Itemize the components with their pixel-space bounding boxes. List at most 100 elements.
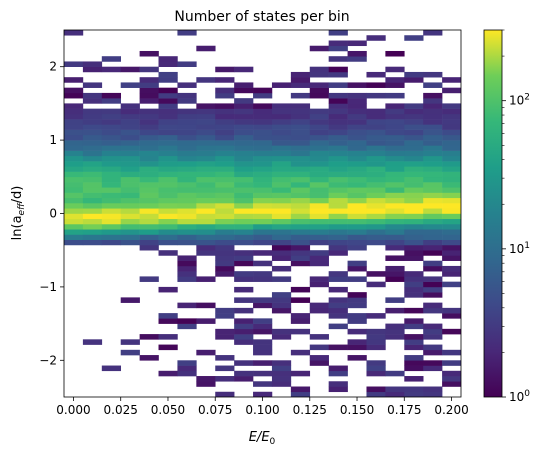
heatmap-cell bbox=[101, 192, 122, 199]
heatmap-cell bbox=[366, 339, 386, 345]
heatmap-cell bbox=[253, 150, 273, 157]
heatmap-cell bbox=[423, 276, 443, 282]
heatmap-cell bbox=[253, 113, 273, 120]
x-tick-label: 0.000 bbox=[56, 403, 90, 417]
heatmap-cell bbox=[366, 360, 386, 366]
heatmap-cell bbox=[404, 292, 424, 298]
y-axis-label-suffix: /d) bbox=[10, 186, 25, 204]
heatmap-cell bbox=[215, 187, 235, 193]
heatmap-cell bbox=[234, 307, 254, 314]
heatmap-cell bbox=[101, 176, 122, 183]
heatmap-cell bbox=[347, 129, 367, 136]
heatmap-cell bbox=[328, 129, 348, 136]
heatmap-cell bbox=[423, 208, 443, 214]
heatmap-cell bbox=[196, 182, 216, 188]
heatmap-cell bbox=[101, 218, 122, 225]
heatmap-cell bbox=[82, 150, 103, 157]
heatmap-cell bbox=[253, 203, 273, 209]
heatmap-cell bbox=[290, 171, 311, 178]
heatmap-cell bbox=[404, 71, 424, 78]
heatmap-cell bbox=[215, 140, 235, 146]
heatmap-cell bbox=[423, 239, 443, 246]
heatmap-cell bbox=[158, 370, 178, 377]
y-tick-label: 1 bbox=[49, 133, 57, 147]
heatmap-cell bbox=[234, 182, 254, 188]
heatmap-cell bbox=[101, 140, 122, 146]
heatmap-cell bbox=[328, 176, 348, 183]
heatmap-cell bbox=[215, 150, 235, 157]
heatmap-cell bbox=[442, 213, 461, 220]
heatmap-cell bbox=[196, 161, 216, 167]
heatmap-cell bbox=[385, 307, 405, 314]
heatmap-cell bbox=[328, 313, 348, 319]
heatmap-cell bbox=[423, 323, 443, 330]
heatmap-cell bbox=[366, 187, 386, 193]
heatmap-cell bbox=[215, 176, 235, 183]
heatmap-cell bbox=[253, 92, 273, 99]
heatmap-cell bbox=[309, 229, 329, 235]
heatmap-cell bbox=[309, 223, 329, 230]
heatmap-cell bbox=[139, 119, 159, 125]
heatmap-cell bbox=[253, 134, 273, 141]
heatmap-cell bbox=[423, 171, 443, 178]
heatmap-cell bbox=[253, 176, 273, 183]
heatmap-cell bbox=[271, 244, 292, 251]
heatmap-cell bbox=[290, 166, 311, 172]
heatmap-cell bbox=[309, 307, 329, 314]
heatmap-cell bbox=[234, 271, 254, 277]
heatmap-cell bbox=[177, 108, 197, 115]
heatmap-cell bbox=[328, 155, 348, 162]
y-tick-label: −1 bbox=[39, 280, 57, 294]
heatmap-cell bbox=[347, 119, 367, 125]
heatmap-cell bbox=[64, 234, 84, 241]
heatmap-cell bbox=[101, 229, 122, 235]
heatmap-cell bbox=[423, 182, 443, 188]
heatmap-cell bbox=[158, 124, 178, 130]
heatmap-cell bbox=[82, 218, 103, 225]
heatmap-cell bbox=[215, 223, 235, 230]
heatmap-cell bbox=[423, 134, 443, 141]
heatmap-cell bbox=[215, 161, 235, 167]
heatmap-cell bbox=[196, 244, 216, 251]
heatmap-cell bbox=[177, 260, 197, 267]
heatmap-cell bbox=[404, 307, 424, 314]
heatmap-cell bbox=[82, 113, 103, 120]
heatmap-cell bbox=[196, 124, 216, 130]
heatmap-cell bbox=[196, 166, 216, 172]
heatmap-cell bbox=[196, 187, 216, 193]
heatmap-cell bbox=[271, 140, 292, 146]
heatmap-cell bbox=[82, 119, 103, 125]
heatmap-cell bbox=[404, 339, 424, 345]
heatmap-cell bbox=[120, 187, 140, 193]
heatmap-cell bbox=[347, 98, 367, 104]
heatmap-cell bbox=[423, 349, 443, 356]
heatmap-cell bbox=[309, 197, 329, 204]
heatmap-cell bbox=[309, 255, 329, 261]
heatmap-cell bbox=[442, 77, 461, 83]
heatmap-cell bbox=[271, 381, 292, 387]
colorbar bbox=[483, 29, 503, 398]
heatmap-cell bbox=[253, 119, 273, 125]
heatmap-cell bbox=[290, 140, 311, 146]
heatmap-cell bbox=[215, 87, 235, 94]
heatmap-cell bbox=[404, 318, 424, 324]
heatmap-cell bbox=[366, 35, 386, 41]
heatmap-cell bbox=[215, 365, 235, 372]
heatmap-cell bbox=[215, 124, 235, 130]
heatmap-cell bbox=[404, 391, 424, 397]
heatmap-cell bbox=[158, 223, 178, 230]
heatmap-cell bbox=[309, 171, 329, 178]
heatmap-cell bbox=[158, 87, 178, 94]
heatmap-cell bbox=[347, 313, 367, 319]
heatmap-cell bbox=[404, 281, 424, 288]
heatmap-cell bbox=[271, 166, 292, 172]
x-axis: 0.000 0.025 0.050 0.075 0.100 0.125 0.150 0.175… bbox=[56, 397, 469, 417]
heatmap-cell bbox=[385, 192, 405, 199]
heatmap-cell bbox=[253, 223, 273, 230]
heatmap-cell bbox=[328, 250, 348, 256]
heatmap-cell bbox=[196, 197, 216, 204]
heatmap-cell bbox=[158, 203, 178, 209]
heatmap-cell bbox=[253, 103, 273, 109]
heatmap-cell bbox=[328, 56, 348, 62]
heatmap-cell bbox=[64, 124, 84, 130]
